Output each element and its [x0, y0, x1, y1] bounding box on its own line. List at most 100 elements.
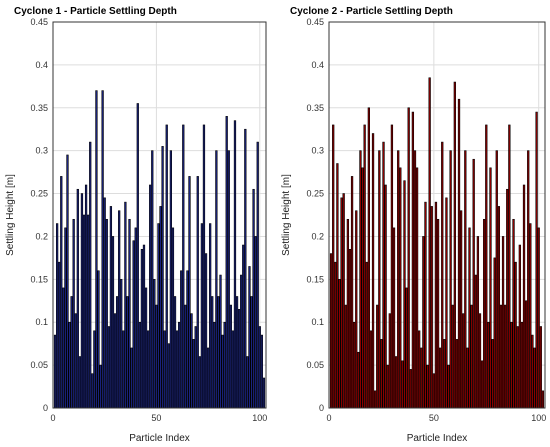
bar	[105, 218, 108, 409]
chart-cyclone-1: Cyclone 1 - Particle Settling Depth 0 0.0…	[5, 6, 267, 444]
bar	[506, 188, 509, 409]
bar	[541, 390, 545, 409]
bar	[371, 133, 375, 409]
bar	[134, 227, 137, 409]
bar	[186, 270, 189, 409]
bar	[338, 279, 341, 409]
bar	[242, 244, 245, 409]
bar	[367, 107, 370, 409]
bar	[390, 124, 394, 409]
y-tick-label: 0.1	[311, 317, 324, 327]
bar	[405, 287, 408, 409]
bar	[344, 304, 347, 409]
bar	[403, 180, 406, 409]
bar	[151, 150, 154, 409]
bar	[136, 103, 139, 409]
bar	[142, 244, 146, 409]
y-tick-labels: 0 0.05 0.1 0.15 0.2 0.25 0.3 0.35 0.4 0.45	[30, 17, 48, 413]
bar	[436, 218, 440, 409]
x-tick-label: 100	[252, 413, 267, 423]
bar	[531, 334, 534, 409]
bar	[211, 296, 214, 409]
bar	[221, 334, 224, 409]
x-tick-labels: 0 50 100	[50, 413, 267, 423]
bar	[432, 373, 435, 409]
bar	[524, 300, 528, 409]
x-tick-label: 50	[151, 413, 161, 423]
bar	[407, 107, 410, 409]
bar	[138, 321, 141, 409]
bar	[130, 347, 133, 409]
bar	[225, 116, 228, 409]
bar	[363, 124, 366, 409]
bar	[334, 261, 337, 409]
bar	[155, 304, 158, 409]
bar	[167, 343, 170, 409]
bar	[169, 150, 173, 409]
bar	[58, 261, 61, 409]
bar	[434, 201, 438, 409]
bar	[401, 360, 404, 409]
bar	[99, 364, 102, 409]
bar	[146, 330, 150, 409]
bar	[537, 227, 540, 409]
bar	[340, 197, 343, 409]
y-tick-label: 0.3	[35, 146, 48, 156]
x-tick-label: 0	[50, 413, 55, 423]
bar	[493, 257, 496, 409]
bar	[101, 90, 104, 409]
y-tick-label: 0.4	[35, 60, 48, 70]
bar	[382, 141, 385, 409]
bar	[529, 223, 532, 409]
bar	[258, 326, 261, 409]
bar	[250, 296, 253, 409]
bar	[93, 330, 96, 409]
x-tick-label: 100	[531, 413, 546, 423]
bar	[192, 339, 195, 409]
y-tick-label: 0.25	[30, 189, 48, 199]
bar	[68, 321, 71, 409]
bar	[348, 249, 352, 409]
bar	[256, 141, 259, 409]
bar	[491, 339, 494, 409]
bar	[350, 176, 354, 409]
bar	[373, 390, 377, 409]
bar	[132, 240, 135, 409]
x-tick-label: 0	[326, 413, 331, 423]
bar	[466, 347, 469, 409]
y-tick-label: 0.45	[30, 17, 48, 27]
bar	[462, 313, 465, 409]
bar	[424, 201, 427, 409]
bar	[219, 274, 222, 409]
bar	[200, 223, 204, 409]
bar	[87, 214, 90, 409]
bar	[472, 158, 475, 409]
y-tick-label: 0.3	[311, 146, 324, 156]
bar	[445, 197, 448, 409]
bar	[497, 206, 501, 409]
bar	[95, 90, 98, 409]
bar	[501, 236, 505, 409]
y-tick-label: 0.2	[35, 231, 48, 241]
bar	[520, 321, 524, 409]
bar	[244, 128, 247, 409]
bar	[428, 77, 431, 409]
bar	[468, 227, 471, 409]
bar	[426, 364, 429, 409]
y-axis-label: Settling Height [m]	[281, 174, 292, 256]
x-axis-label: Particle Index	[129, 433, 190, 444]
bar	[474, 274, 477, 409]
y-tick-label: 0.45	[306, 17, 324, 27]
bar	[175, 330, 179, 409]
bar	[229, 304, 232, 409]
bar	[111, 236, 115, 409]
bar	[149, 184, 152, 409]
chart-cyclone-2: Cyclone 2 - Particle Settling Depth 0 0.0…	[281, 6, 546, 444]
bar	[369, 330, 373, 409]
y-tick-label: 0.05	[30, 360, 48, 370]
bar	[527, 150, 530, 409]
bar	[202, 124, 206, 409]
y-tick-label: 0	[319, 403, 324, 413]
bar	[157, 223, 160, 409]
bar	[113, 313, 117, 409]
